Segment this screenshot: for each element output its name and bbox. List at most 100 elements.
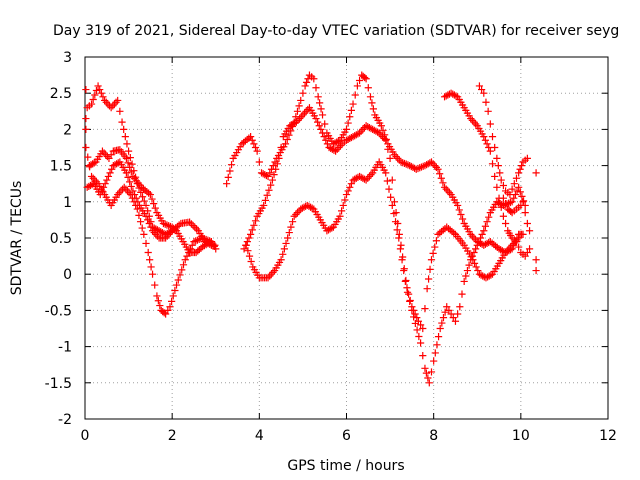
data-point	[240, 245, 248, 253]
data-point	[436, 324, 444, 333]
series-track-h	[440, 89, 534, 260]
data-point	[364, 84, 372, 92]
data-point	[525, 227, 534, 235]
data-point	[121, 133, 129, 141]
data-point	[273, 160, 281, 168]
data-point	[491, 172, 499, 181]
data-point	[179, 261, 188, 269]
y-tick-label: -2	[58, 412, 72, 428]
data-point	[212, 245, 220, 253]
data-point	[366, 93, 375, 101]
data-point	[472, 263, 480, 271]
data-point	[480, 89, 488, 97]
y-tick-label: 1.5	[50, 159, 72, 175]
data-point	[146, 256, 154, 264]
data-point	[142, 201, 150, 210]
data-point	[434, 165, 442, 173]
data-point	[154, 297, 162, 305]
data-point	[462, 272, 470, 280]
data-point	[87, 100, 96, 108]
y-tick-label: 2.5	[50, 86, 72, 102]
data-point	[132, 194, 140, 202]
data-point	[250, 140, 258, 148]
data-point	[226, 167, 234, 175]
data-point	[312, 114, 320, 123]
y-tick-labels: -2 -1.5 -1 -0.5 0 0.5 1 1.5 2 2.5 3	[45, 50, 72, 428]
data-point	[127, 168, 135, 176]
data-point	[126, 154, 134, 162]
data-point	[147, 223, 155, 231]
data-point	[488, 160, 497, 168]
data-point	[421, 364, 429, 372]
data-point	[135, 211, 143, 219]
data-point	[94, 82, 102, 90]
data-point	[419, 352, 427, 360]
data-point	[519, 230, 527, 238]
series-track-i	[475, 82, 531, 199]
data-point	[130, 190, 139, 199]
data-point	[481, 136, 490, 144]
y-tick-label: 1	[63, 195, 72, 211]
data-point	[116, 107, 124, 115]
data-point	[223, 180, 231, 188]
data-point	[414, 317, 423, 325]
data-point	[521, 209, 529, 217]
data-point	[484, 107, 492, 115]
data-point	[387, 193, 395, 201]
data-point	[101, 180, 109, 188]
data-point	[84, 153, 92, 161]
data-point	[463, 266, 472, 275]
data-point	[344, 187, 352, 195]
data-point	[423, 285, 431, 293]
data-point	[285, 131, 293, 139]
data-point	[279, 250, 287, 258]
data-point	[263, 191, 271, 199]
data-point	[105, 154, 113, 162]
data-point	[441, 308, 449, 316]
data-point	[390, 198, 399, 206]
data-point	[382, 136, 390, 144]
data-point	[424, 275, 433, 283]
data-point	[145, 219, 153, 228]
data-point	[156, 301, 164, 310]
data-point	[314, 93, 322, 101]
data-point	[251, 217, 260, 225]
data-point	[393, 226, 401, 234]
x-tick-labels: 0 2 4 6 8 10 12	[81, 428, 617, 444]
data-point	[516, 188, 524, 196]
data-point	[516, 165, 524, 173]
data-point	[108, 165, 116, 173]
data-point	[485, 213, 493, 221]
x-tick-label: 10	[512, 428, 530, 444]
data-point	[447, 310, 455, 318]
data-point	[341, 196, 349, 204]
data-point	[455, 206, 463, 214]
data-point	[285, 228, 293, 237]
data-point	[134, 198, 142, 206]
data-point	[426, 265, 434, 273]
data-point	[103, 176, 111, 184]
data-point	[142, 239, 150, 248]
data-point	[174, 276, 182, 284]
data-point	[148, 270, 157, 278]
data-point	[89, 95, 97, 104]
data-point	[137, 188, 145, 196]
data-point	[98, 187, 106, 195]
data-point	[501, 200, 510, 208]
series-track-e	[223, 71, 527, 257]
data-point	[425, 379, 433, 387]
data-point	[270, 171, 278, 179]
data-point	[245, 234, 253, 242]
data-point	[473, 241, 481, 249]
data-point	[283, 135, 291, 144]
data-point	[247, 257, 255, 266]
data-point	[465, 261, 473, 269]
data-point	[323, 140, 332, 148]
data-point	[383, 177, 391, 185]
y-tick-label: -1.5	[45, 376, 72, 392]
data-point	[384, 145, 392, 153]
data-point	[521, 252, 529, 260]
data-point	[123, 140, 131, 148]
data-point	[499, 212, 507, 220]
series-stray	[82, 114, 540, 275]
